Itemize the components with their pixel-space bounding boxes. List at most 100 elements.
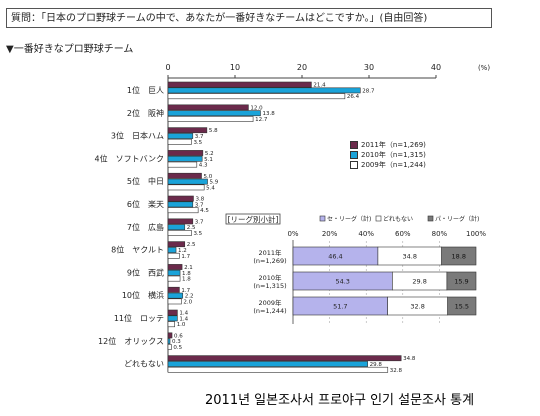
data-label: 4.3 xyxy=(199,163,208,169)
data-label: 34.8 xyxy=(403,356,416,362)
data-label: 2.2 xyxy=(185,294,194,300)
category-label: 10位 横浜 xyxy=(122,290,164,300)
bar xyxy=(167,218,194,225)
data-label: 1.8 xyxy=(182,277,191,283)
bar xyxy=(167,230,192,236)
data-label: 0.3 xyxy=(172,339,181,345)
inset-legend-label: どれもない xyxy=(383,215,413,223)
data-label: 1.4 xyxy=(179,316,188,322)
bar xyxy=(167,93,346,100)
data-label: 3.5 xyxy=(193,140,202,146)
inset-category-label: 2011年 xyxy=(258,248,282,257)
data-label: 26.4 xyxy=(347,94,360,100)
inset-legend-swatch xyxy=(375,215,382,222)
inset-data-label: 15.5 xyxy=(455,303,469,311)
data-label: 5.9 xyxy=(210,180,219,186)
bar xyxy=(167,309,178,316)
bar xyxy=(167,355,402,362)
inset-category-label: 2010年 xyxy=(258,273,282,282)
category-label: 8位 ヤクルト xyxy=(111,245,164,255)
bar xyxy=(167,178,208,185)
category-label: 9位 西武 xyxy=(127,267,164,277)
legend-label-2011: 2011年（n=1,269) xyxy=(361,141,426,149)
bar xyxy=(167,264,183,270)
bar xyxy=(167,321,175,328)
inset-data-label: 29.8 xyxy=(412,278,426,286)
data-label: 3.7 xyxy=(195,134,204,140)
bar xyxy=(167,155,203,162)
category-label: 7位 広島 xyxy=(127,222,164,232)
data-label: 1.4 xyxy=(179,311,188,317)
x-unit-label: (%) xyxy=(478,64,490,72)
inset-legend-swatch xyxy=(319,215,326,222)
inset-data-label: 32.8 xyxy=(410,303,424,311)
bar xyxy=(167,104,249,111)
bar xyxy=(167,224,186,231)
data-label: 3.5 xyxy=(193,231,202,237)
bar xyxy=(167,81,312,88)
inset-legend-swatch xyxy=(427,215,434,222)
bar xyxy=(167,247,177,253)
inset-category-label: 2009年 xyxy=(258,298,282,307)
bar xyxy=(167,241,186,248)
x-tick-label: 20 xyxy=(297,63,307,72)
data-label: 3.8 xyxy=(195,197,204,203)
bar xyxy=(167,338,171,345)
category-label: 4位 ソフトバンク xyxy=(95,153,165,163)
bar xyxy=(167,361,368,367)
data-label: 29.8 xyxy=(370,362,383,368)
chart-legend: 2011年（n=1,269) 2010年（n=1,315) 2009年（n=1,… xyxy=(350,140,426,170)
inset-data-label: 51.7 xyxy=(333,303,347,311)
legend-label-2009: 2009年（n=1,244) xyxy=(361,161,426,169)
inset-data-label: 15.9 xyxy=(454,278,468,286)
inset-title-box xyxy=(225,213,281,225)
bar xyxy=(167,133,194,139)
category-label: 11位 ロッテ xyxy=(114,313,164,323)
inset-data-label: 54.3 xyxy=(335,278,349,286)
bar xyxy=(167,292,184,299)
data-label: 3.7 xyxy=(195,202,204,208)
data-label: 32.8 xyxy=(390,368,403,374)
bar xyxy=(167,150,204,156)
category-label: 5位 中日 xyxy=(127,176,164,186)
data-label: 3.7 xyxy=(195,219,204,225)
bar xyxy=(167,184,205,191)
legend-swatch-2010 xyxy=(350,151,358,159)
legend-item-2009: 2009年（n=1,244) xyxy=(350,160,426,170)
inset-title: [リーグ別小計] xyxy=(228,214,279,224)
category-label: 2位 阪神 xyxy=(127,108,164,118)
inset-x-tick-label: 40% xyxy=(358,230,374,238)
data-label: 4.5 xyxy=(200,208,209,214)
inset-legend-label: セ・リーグ（計) xyxy=(327,215,371,223)
inset-legend-label: パ・リーグ（計) xyxy=(435,215,479,223)
data-label: 1.8 xyxy=(182,271,191,277)
category-label: 12位 オリックス xyxy=(98,336,164,346)
bar xyxy=(167,332,173,339)
data-label: 13.8 xyxy=(262,111,275,117)
bar xyxy=(167,366,389,373)
bar xyxy=(167,275,181,282)
bar xyxy=(167,87,361,94)
legend-label-2010: 2010年（n=1,315) xyxy=(361,151,426,159)
legend-item-2010: 2010年（n=1,315) xyxy=(350,150,426,160)
x-tick-label: 10 xyxy=(230,63,240,72)
data-label: 2.5 xyxy=(187,242,196,248)
x-tick-label: 30 xyxy=(364,63,374,72)
data-label: 2.1 xyxy=(184,265,193,271)
data-label: 5.4 xyxy=(206,185,215,191)
data-label: 5.0 xyxy=(204,174,213,180)
data-label: 21.4 xyxy=(313,83,326,89)
inset-stacked-bar xyxy=(447,296,477,316)
bar xyxy=(167,315,178,322)
bar xyxy=(167,116,254,122)
data-label: 12.7 xyxy=(255,117,268,123)
survey-question: 質問：「日本のプロ野球チームの中で、あなたが一番好きなチームはどこですか。」(自… xyxy=(6,8,492,28)
inset-x-tick-label: 0% xyxy=(287,230,298,238)
data-label: 5.2 xyxy=(205,151,214,157)
inset-stacked-bar xyxy=(441,246,477,266)
inset-category-n: (n=1,269) xyxy=(253,257,286,265)
bar xyxy=(167,161,198,168)
data-label: 1.0 xyxy=(177,322,186,328)
inset-x-tick-label: 20% xyxy=(322,230,338,238)
inset-x-tick-label: 60% xyxy=(395,230,411,238)
